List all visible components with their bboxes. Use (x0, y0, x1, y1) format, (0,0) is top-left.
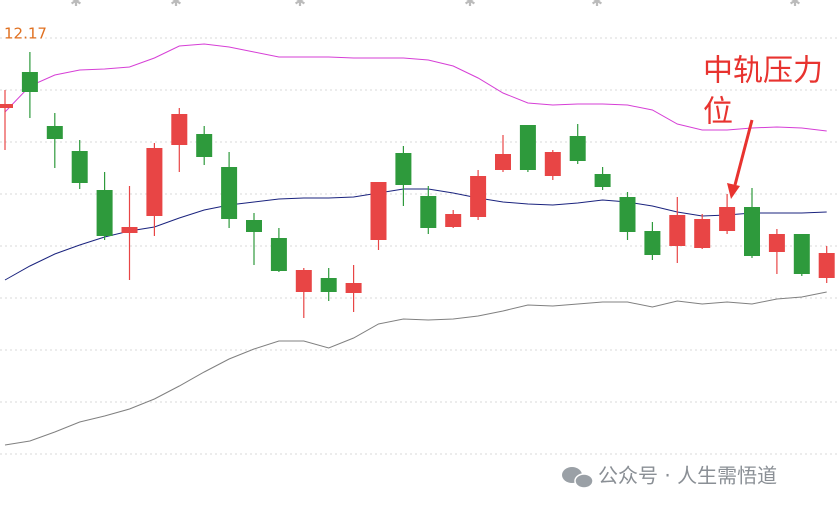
max-label: 12.17 (4, 25, 47, 43)
candle-body (46, 126, 63, 139)
candle-body (295, 270, 312, 292)
band-line (4, 188, 827, 281)
candle-body (594, 174, 611, 187)
candle-body (196, 134, 213, 157)
candle-body (395, 153, 412, 185)
candle-body (345, 283, 362, 293)
candle-body (768, 234, 785, 252)
candle-body (619, 197, 636, 232)
candle-body (270, 238, 287, 271)
bands (4, 43, 827, 446)
candle-body (171, 114, 188, 145)
annotation-text: 中轨压力 (703, 54, 823, 89)
wechat-icon (574, 473, 594, 489)
candle-body (470, 176, 487, 217)
candle-body (71, 151, 88, 183)
candle-body (370, 182, 387, 240)
top-markers: ✱ ✱ ✱ ✱ ✱ ✱ (70, 0, 801, 10)
candle-body (694, 219, 711, 248)
candle-body (519, 125, 536, 170)
candle-body (719, 207, 736, 231)
candle-body (818, 253, 835, 278)
candle-body (320, 278, 337, 292)
watermark: 公众号 · 人生需悟道 (562, 464, 777, 489)
candle-body (744, 207, 760, 256)
annotation-text: 位 (703, 95, 733, 130)
candles (0, 52, 835, 318)
top-marker: ✱ (170, 0, 182, 10)
candle-body (445, 214, 462, 227)
candle-body (146, 148, 163, 216)
candle-body (793, 234, 810, 274)
annotation: 中轨压力 位 (703, 54, 823, 199)
watermark-text: 公众号 · 人生需悟道 (598, 464, 777, 488)
candle-body (569, 136, 586, 161)
top-marker: ✱ (464, 0, 476, 10)
top-marker: ✱ (294, 0, 306, 10)
candle-body (221, 167, 238, 219)
top-marker: ✱ (789, 0, 801, 10)
candle-body (669, 215, 686, 246)
candle-body (544, 152, 561, 176)
candle-body (420, 196, 437, 228)
band-line (4, 43, 827, 132)
annotation-arrow (733, 119, 754, 186)
candle-body (96, 190, 113, 236)
top-marker: ✱ (591, 0, 603, 10)
top-marker: ✱ (70, 0, 82, 10)
candle-body (644, 231, 661, 255)
candle-body (21, 72, 38, 92)
candle-body (495, 154, 511, 170)
band-line (4, 291, 827, 446)
arrow-head (727, 183, 740, 199)
candle-body (0, 104, 13, 108)
candle-body (246, 220, 262, 232)
candle-body (121, 227, 138, 233)
